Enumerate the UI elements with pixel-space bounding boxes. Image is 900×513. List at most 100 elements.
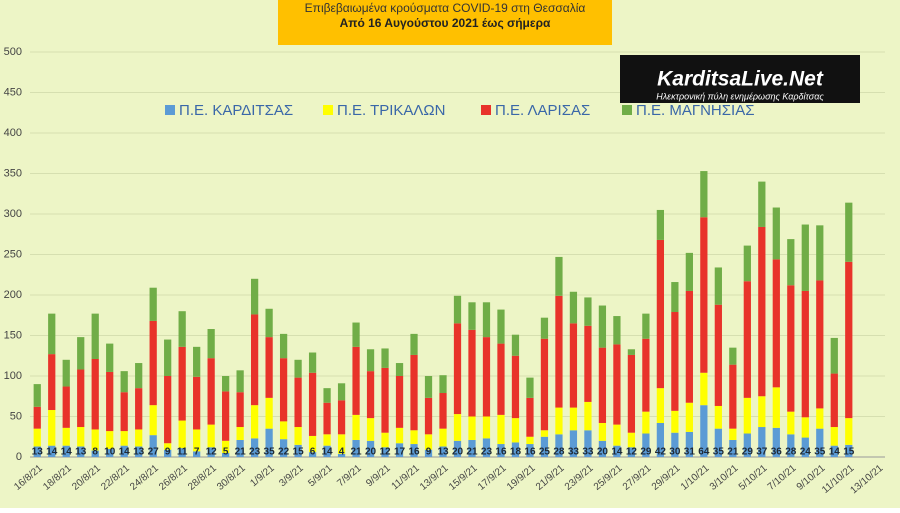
value-label: 36: [771, 447, 783, 458]
chart-title: Επιβεβαιωμένα κρούσματα COVID-19 στη Θεσ…: [305, 1, 586, 15]
bar-segment: [671, 432, 679, 457]
bar-segment: [236, 439, 244, 457]
value-label: 6: [310, 447, 316, 458]
legend-label: Π.Ε. ΛΑΡΙΣΑΣ: [495, 102, 590, 119]
value-label: 18: [510, 447, 522, 458]
bar-segment: [250, 405, 259, 439]
bar-segment: [598, 305, 607, 348]
bar-segment: [526, 397, 534, 437]
bar-segment: [845, 261, 853, 419]
bar-segment: [569, 323, 578, 408]
value-label: 21: [466, 447, 478, 458]
chart-subtitle: Από 16 Αυγούστου 2021 έως σήμερα: [340, 16, 551, 30]
bar-segment: [743, 433, 751, 457]
bar-segment: [410, 333, 418, 355]
y-tick-label: 400: [4, 127, 22, 139]
bar-segment: [468, 416, 476, 440]
value-label: 14: [46, 447, 58, 458]
bar-segment: [830, 337, 838, 374]
value-label: 22: [278, 447, 290, 458]
bar-segment: [323, 434, 331, 446]
bar-segment: [700, 405, 708, 457]
bar-segment: [482, 416, 491, 439]
bar-segment: [279, 421, 288, 440]
bar-segment: [801, 290, 809, 418]
value-label: 17: [394, 447, 406, 458]
bar-segment: [685, 290, 693, 403]
bar-segment: [714, 304, 722, 406]
bar-segment: [729, 428, 737, 440]
bar-segment: [120, 445, 128, 457]
value-label: 13: [133, 447, 145, 458]
logo-tagline: Ηλεκτρονική πύλη ενημέρωσης Καρδίτσας: [656, 91, 824, 101]
bar-segment: [801, 224, 809, 291]
value-label: 11: [177, 447, 188, 458]
value-label: 20: [597, 447, 609, 458]
bar-segment: [497, 414, 505, 445]
bar-segment: [511, 334, 520, 356]
bar-segment: [511, 355, 520, 419]
value-label: 35: [713, 447, 725, 458]
legend-swatch: [622, 105, 632, 115]
bar-segment: [164, 339, 172, 376]
value-label: 14: [119, 447, 131, 458]
bar-segment: [584, 401, 592, 431]
bar-segment: [555, 434, 563, 457]
value-label: 35: [264, 447, 276, 458]
bar-segment: [337, 400, 346, 435]
bar-segment: [366, 418, 375, 441]
legend-label: Π.Ε. ΜΑΓΝΗΣΙΑΣ: [636, 102, 754, 119]
bar-segment: [381, 432, 389, 448]
bar-segment: [801, 437, 809, 457]
value-label: 14: [829, 447, 841, 458]
bar-segment: [555, 407, 563, 435]
bar-segment: [308, 352, 317, 373]
bar-segment: [526, 444, 534, 457]
value-label: 9: [165, 447, 171, 458]
bar-segment: [555, 256, 563, 296]
bar-segment: [164, 443, 172, 450]
bar-segment: [33, 384, 41, 407]
bar-segment: [48, 445, 56, 457]
bar-segment: [642, 338, 650, 412]
bar-segment: [178, 448, 186, 457]
bar-segment: [511, 442, 520, 457]
bar-segment: [439, 446, 447, 457]
bar-segment: [48, 410, 56, 446]
bar-segment: [772, 427, 780, 457]
value-label: 16: [495, 447, 507, 458]
bar-segment: [758, 427, 766, 457]
value-label: 23: [481, 447, 493, 458]
bar-segment: [193, 451, 201, 457]
bar-segment: [62, 359, 70, 387]
bar-segment: [671, 312, 679, 411]
bar-segment: [584, 325, 592, 402]
y-tick-label: 300: [4, 208, 22, 220]
bar-segment: [743, 281, 751, 398]
bar-segment: [381, 367, 389, 433]
bar-segment: [671, 410, 679, 433]
bar-segment: [236, 392, 244, 428]
bar-segment: [178, 420, 186, 449]
bar-segment: [193, 376, 201, 430]
y-tick-label: 200: [4, 289, 22, 301]
bar-segment: [453, 295, 462, 324]
bar-segment: [149, 435, 157, 457]
bar-segment: [787, 411, 795, 435]
bar-segment: [33, 446, 41, 457]
value-label: 13: [437, 447, 449, 458]
y-tick-label: 250: [4, 248, 22, 260]
bar-segment: [178, 346, 186, 421]
bar-segment: [164, 376, 172, 444]
bar-segment: [366, 371, 375, 419]
bar-segment: [772, 207, 780, 260]
bar-segment: [193, 346, 201, 377]
bar-segment: [352, 346, 360, 415]
y-tick-label: 100: [4, 370, 22, 382]
bar-segment: [627, 354, 636, 433]
bar-segment: [714, 428, 722, 457]
bar-segment: [787, 285, 795, 412]
bar-segment: [642, 411, 650, 434]
bar-segment: [482, 302, 491, 338]
bar-segment: [772, 259, 780, 388]
